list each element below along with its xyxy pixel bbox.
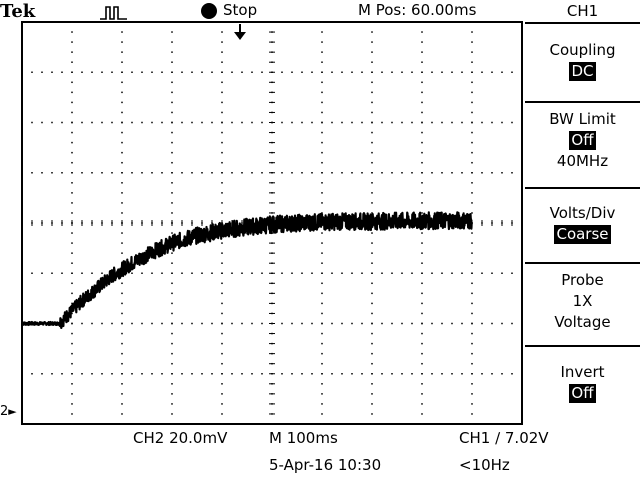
menu-title: CH1: [566, 2, 599, 20]
trigger-position-marker-icon: [234, 24, 246, 40]
bw-limit-label: BW Limit: [549, 110, 616, 128]
volts-div-label: Volts/Div: [549, 204, 616, 222]
stop-indicator-icon: [201, 3, 217, 19]
volts-div-value: Coarse: [554, 225, 611, 244]
run-state: Stop: [223, 1, 258, 19]
coupling-label: Coupling: [549, 41, 616, 59]
ch2-trace: [21, 211, 473, 329]
ch2-scale: CH2 20.0mV: [133, 429, 228, 447]
bw-limit-button[interactable]: BW Limit Off 40MHz: [525, 109, 640, 172]
probe-attenuation: 1X: [572, 292, 593, 310]
trigger-readout: CH1 ∕ 7.02V: [459, 429, 549, 447]
timebase: M 100ms: [269, 429, 338, 447]
horizontal-position: M Pos: 60.00ms: [358, 1, 477, 19]
channel-ground-marker: 2►: [0, 404, 17, 419]
probe-button[interactable]: Probe 1X Voltage: [525, 270, 640, 333]
coupling-button[interactable]: Coupling DC: [525, 40, 640, 82]
side-menu: CH1 Coupling DC BW Limit Off 40MHz Volts…: [525, 0, 640, 480]
brand-logo: Tek: [0, 1, 36, 22]
coupling-value: DC: [569, 62, 596, 81]
probe-type: Voltage: [554, 313, 611, 331]
trigger-pulse-icon: [100, 6, 127, 20]
date-time: 5-Apr-16 10:30: [269, 456, 382, 474]
probe-label: Probe: [561, 271, 604, 289]
volts-div-button[interactable]: Volts/Div Coarse: [525, 203, 640, 245]
bw-limit-sub: 40MHz: [556, 152, 609, 170]
bw-limit-value: Off: [569, 131, 596, 150]
invert-button[interactable]: Invert Off: [525, 362, 640, 404]
invert-value: Off: [569, 384, 596, 403]
frequency-readout: <10Hz: [459, 456, 510, 474]
invert-label: Invert: [560, 363, 605, 381]
